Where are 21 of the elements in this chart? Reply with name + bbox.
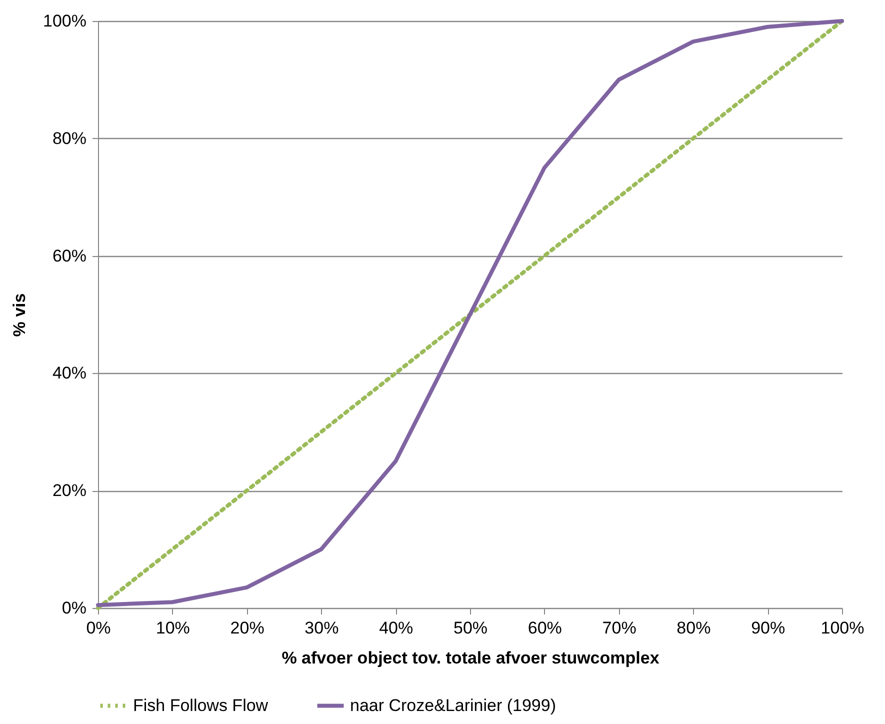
x-tick-label: 90% bbox=[751, 618, 786, 638]
x-tick-label: 70% bbox=[602, 618, 636, 638]
x-tick-label: 50% bbox=[453, 618, 488, 638]
x-tick-label: 0% bbox=[86, 618, 111, 638]
y-tick-label: 80% bbox=[52, 128, 86, 148]
x-axis-title: % afvoer object tov. totale afvoer stuwcomplex bbox=[282, 648, 660, 668]
x-tick-label: 20% bbox=[230, 618, 264, 638]
y-tick-label: 40% bbox=[52, 364, 86, 383]
y-tick-label: 100% bbox=[43, 12, 86, 30]
x-tick-label: 10% bbox=[156, 618, 190, 638]
x-tick-label: 60% bbox=[528, 618, 562, 638]
legend-label: naar Croze&Larinier (1999) bbox=[350, 696, 556, 715]
x-tick-label: 40% bbox=[379, 618, 414, 638]
legend-label: Fish Follows Flow bbox=[133, 696, 269, 715]
x-tick-label: 100% bbox=[820, 618, 864, 638]
y-axis-title: % vis bbox=[10, 293, 30, 337]
y-tick-label: 60% bbox=[52, 246, 86, 266]
y-tick-label: 20% bbox=[52, 481, 86, 500]
x-tick-label: 80% bbox=[676, 618, 711, 638]
x-tick-label: 30% bbox=[304, 618, 339, 638]
y-tick-label: 0% bbox=[62, 598, 86, 618]
